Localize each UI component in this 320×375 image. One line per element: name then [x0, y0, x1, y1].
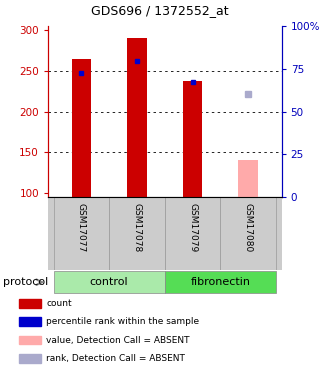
Bar	[53, 271, 165, 293]
Text: GSM17079: GSM17079	[188, 203, 197, 252]
Text: GSM17078: GSM17078	[132, 203, 141, 252]
Bar	[72, 59, 91, 197]
Text: value, Detection Call = ABSENT: value, Detection Call = ABSENT	[46, 336, 190, 345]
Bar	[238, 160, 258, 197]
Text: GSM17080: GSM17080	[244, 203, 253, 252]
Text: rank, Detection Call = ABSENT: rank, Detection Call = ABSENT	[46, 354, 185, 363]
Bar	[109, 197, 165, 270]
Text: protocol: protocol	[3, 277, 48, 287]
Bar	[19, 354, 41, 363]
Bar	[127, 39, 147, 197]
Bar	[183, 81, 202, 197]
Text: fibronectin: fibronectin	[190, 277, 251, 287]
Bar	[165, 197, 220, 270]
Text: count: count	[46, 299, 72, 308]
Text: GDS696 / 1372552_at: GDS696 / 1372552_at	[91, 4, 229, 17]
Bar	[19, 317, 41, 326]
Bar	[19, 299, 41, 308]
Text: percentile rank within the sample: percentile rank within the sample	[46, 317, 199, 326]
Bar	[220, 197, 276, 270]
Bar	[19, 336, 41, 345]
Bar	[53, 197, 109, 270]
Text: control: control	[90, 277, 129, 287]
Text: GSM17077: GSM17077	[77, 203, 86, 252]
Bar	[165, 271, 276, 293]
